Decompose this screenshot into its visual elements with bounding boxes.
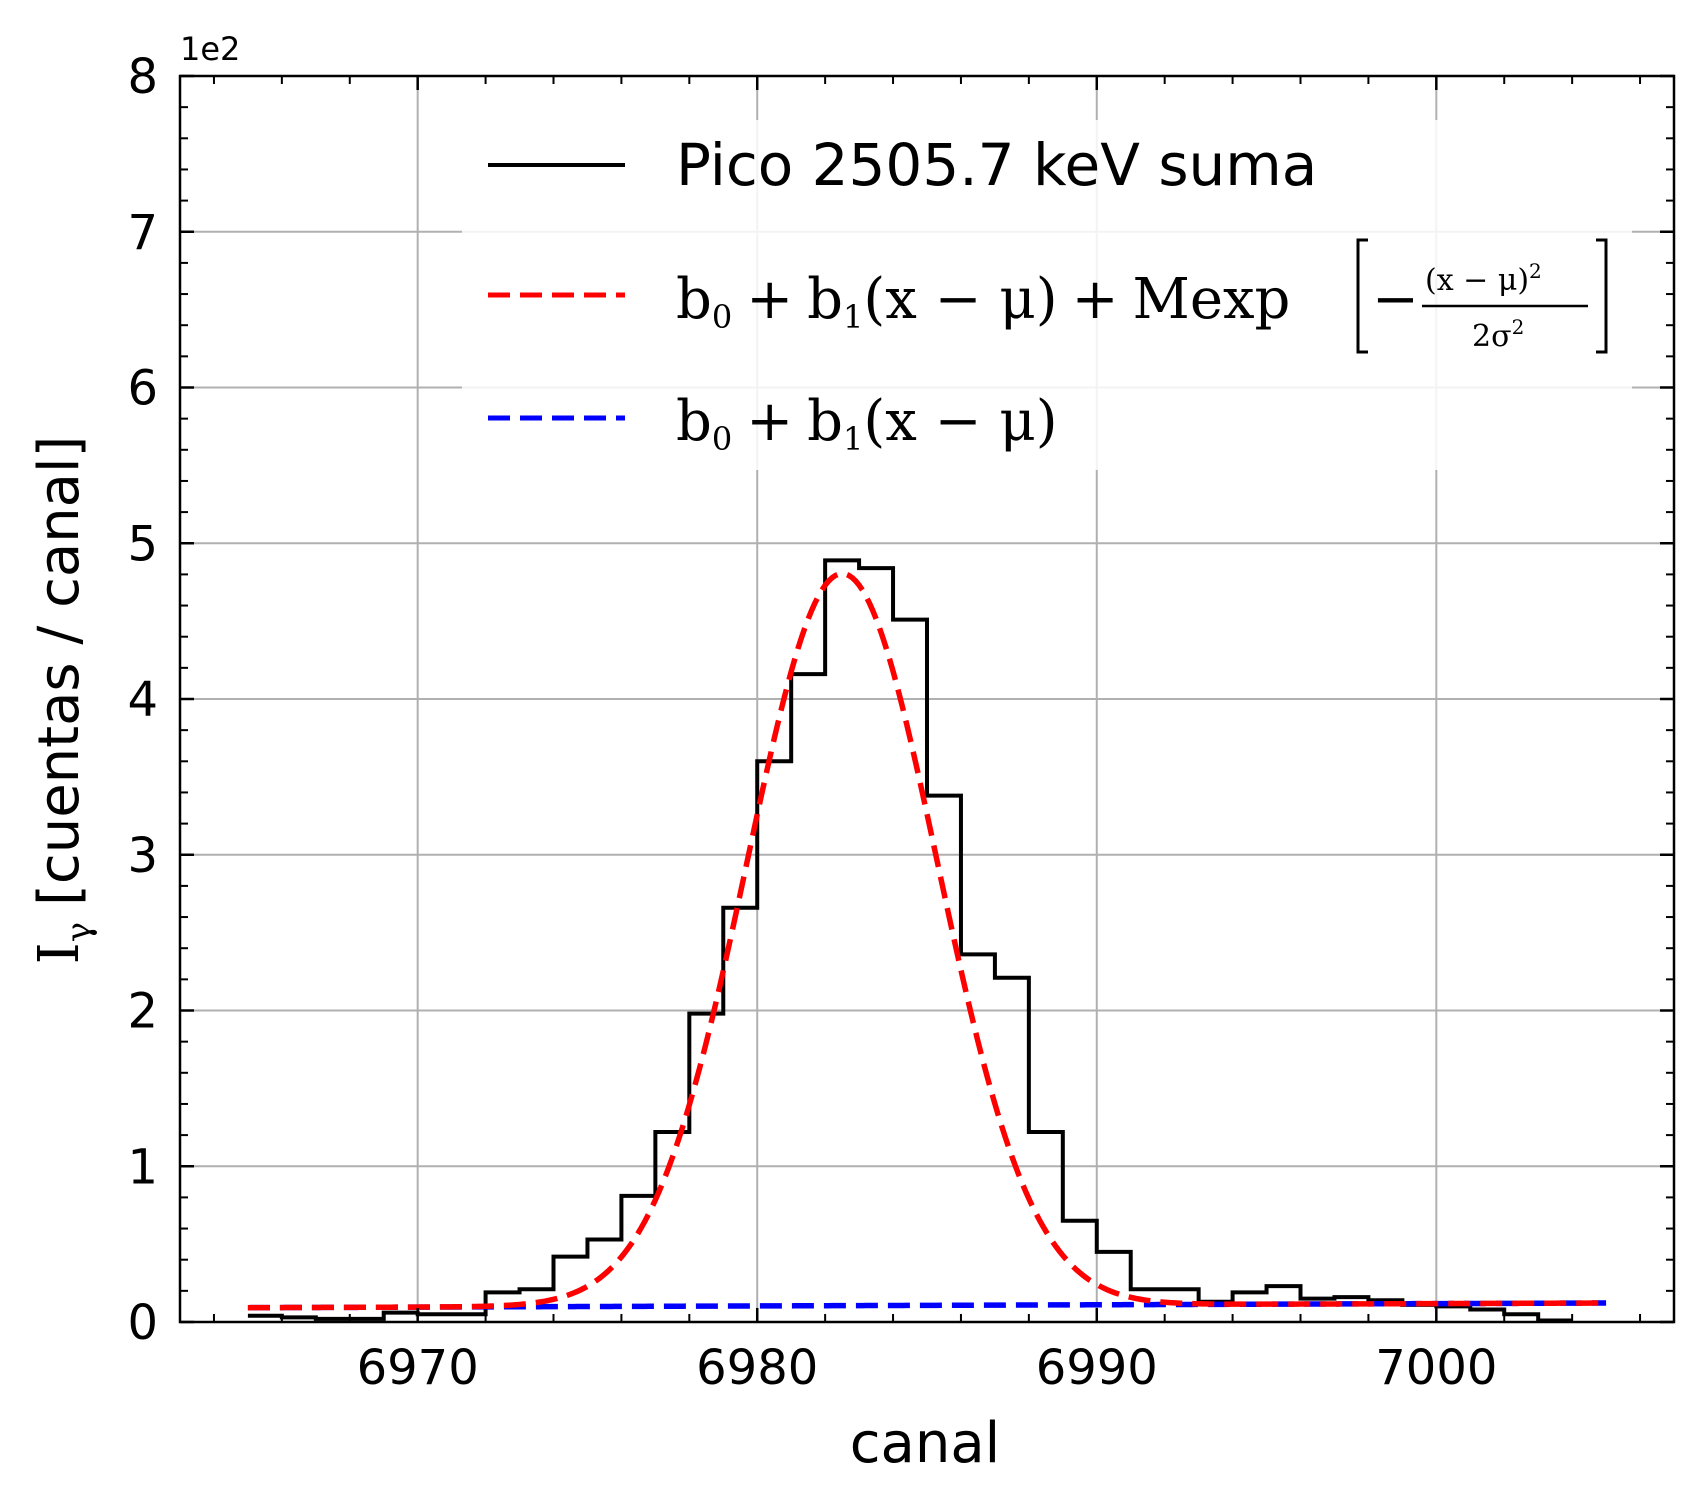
- y-axis-subscript: γ: [59, 922, 99, 942]
- fit-paren: (x − μ): [863, 267, 1057, 332]
- x-tick-label: 6990: [1036, 1340, 1158, 1396]
- legend-entry-fit: b0 + b1(x − μ) + Mexp − (x − μ)2 2σ2: [488, 238, 1608, 354]
- axis-ticks: [180, 74, 1674, 1324]
- fit-plus: +: [746, 267, 793, 332]
- y-tick-label: 7: [127, 205, 158, 261]
- fit-numerator-sup: 2: [1529, 259, 1542, 283]
- legend-box: [462, 120, 1632, 470]
- y-axis-title: Iγ [cuentas / canal]: [27, 436, 99, 965]
- y-tick-label: 5: [127, 516, 158, 572]
- y-tick-label: 1: [127, 1139, 158, 1195]
- gaussian-fit-line: [247, 570, 1607, 1311]
- svg-text:2σ2: 2σ2: [1472, 315, 1524, 354]
- fit-plus2: +: [1072, 267, 1119, 332]
- fit-denominator: 2σ: [1472, 319, 1512, 354]
- fit-mexp: Mexp: [1132, 267, 1290, 332]
- fit-left-bracket: [1356, 238, 1368, 354]
- y-tick-label: 4: [127, 672, 158, 728]
- histogram-step-line: [247, 558, 1573, 1323]
- legend-entry-background: b0 + b1(x − μ): [488, 389, 1058, 458]
- legend: Pico 2505.7 keV suma b0 + b1(x − μ) + Mexp −…: [462, 120, 1632, 470]
- bg-paren: (x − μ): [863, 389, 1057, 454]
- x-axis-title: canal: [850, 1411, 1000, 1476]
- bg-b-sub0: 0: [712, 420, 732, 458]
- legend-label-histogram: Pico 2505.7 keV suma: [676, 131, 1317, 199]
- y-tick-label: 8: [127, 49, 158, 105]
- bg-b-sub1: 1: [843, 420, 863, 458]
- x-tick-label: 6980: [696, 1340, 818, 1396]
- fit-right-bracket: [1596, 238, 1608, 354]
- legend-label-background: b0 + b1(x − μ): [676, 389, 1058, 458]
- fit-b: b: [676, 267, 712, 332]
- fit-minus: −: [1372, 267, 1419, 332]
- y-axis-units: [cuentas / canal]: [27, 436, 92, 906]
- fit-numerator: (x − μ): [1425, 263, 1529, 298]
- y-tick-label: 0: [127, 1295, 158, 1351]
- bg-b: b: [676, 389, 712, 454]
- fit-b-sub1: 1: [843, 298, 863, 336]
- y-offset-text: 1e2: [180, 30, 240, 68]
- y-tick-label: 6: [127, 361, 158, 417]
- y-tick-label: 2: [127, 984, 158, 1040]
- y-tick-label: 3: [127, 828, 158, 884]
- tick-labels: 6970 6980 6990 7000 0 1 2 3 4 5 6 7 8: [127, 49, 1497, 1396]
- svg-text:Iγ[cuentas / canal]: Iγ [cuentas / canal]: [27, 436, 99, 965]
- fit-denominator-sup: 2: [1512, 315, 1525, 339]
- bg-plus: +: [746, 389, 793, 454]
- fit-b1: b: [807, 267, 843, 332]
- bg-b1: b: [807, 389, 843, 454]
- legend-label-fit: b0 + b1(x − μ) + Mexp: [676, 267, 1290, 336]
- plot-series: [247, 558, 1607, 1323]
- svg-text:(x − μ)2: (x − μ)2: [1425, 259, 1542, 298]
- x-tick-label: 6970: [357, 1340, 479, 1396]
- legend-entry-histogram: Pico 2505.7 keV suma: [488, 131, 1317, 199]
- x-tick-label: 7000: [1375, 1340, 1497, 1396]
- y-axis-symbol: I: [27, 942, 92, 964]
- fit-b-sub0: 0: [712, 298, 732, 336]
